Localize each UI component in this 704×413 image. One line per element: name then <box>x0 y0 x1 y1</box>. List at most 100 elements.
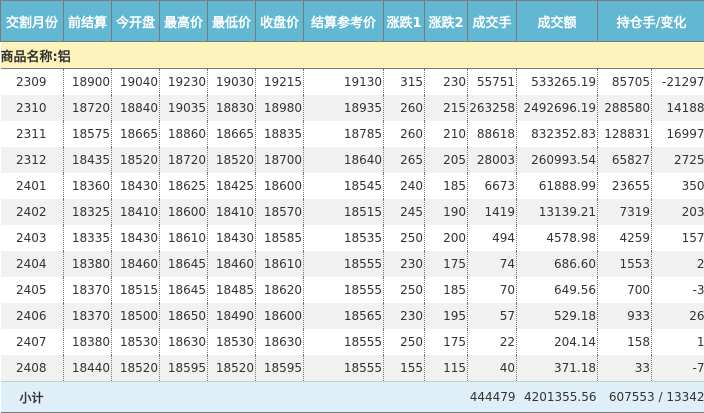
table-cell: 2309 <box>1 69 64 96</box>
table-cell: 260993.54 <box>517 147 598 173</box>
table-cell: 18640 <box>304 147 384 173</box>
table-cell: 18980 <box>256 95 304 121</box>
table-cell: 204.14 <box>517 329 598 355</box>
subtotal-volume: 444479 <box>468 382 517 413</box>
table-cell: 2408 <box>1 355 64 382</box>
table-cell: 19035 <box>160 95 208 121</box>
table-cell: 18630 <box>160 329 208 355</box>
table-cell: 61888.99 <box>517 173 598 199</box>
table-cell: 57 <box>468 303 517 329</box>
table-cell: 16997 <box>652 121 704 147</box>
table-cell: 22 <box>468 329 517 355</box>
column-header[interactable]: 涨跌1 <box>384 1 425 42</box>
column-header[interactable]: 结算参考价 <box>304 1 384 42</box>
column-header[interactable]: 前结算 <box>64 1 112 42</box>
table-cell: 6673 <box>468 173 517 199</box>
table-cell: 210 <box>425 121 468 147</box>
table-cell: 1419 <box>468 199 517 225</box>
table-cell: -7 <box>652 355 704 382</box>
table-cell: 18410 <box>208 199 256 225</box>
table-cell: 18430 <box>112 173 160 199</box>
table-cell: 19230 <box>160 69 208 96</box>
column-header[interactable]: 交割月份 <box>1 1 64 42</box>
column-header[interactable]: 收盘价 <box>256 1 304 42</box>
table-cell: 350 <box>652 173 704 199</box>
table-cell: 2492696.19 <box>517 95 598 121</box>
table-cell: 18360 <box>64 173 112 199</box>
table-cell: 18840 <box>112 95 160 121</box>
table-cell: 18720 <box>64 95 112 121</box>
table-cell: 18600 <box>160 199 208 225</box>
table-cell: 18500 <box>112 303 160 329</box>
product-row: 商品名称:铝 <box>1 42 704 69</box>
table-cell: 18555 <box>304 355 384 382</box>
table-cell: 18860 <box>160 121 208 147</box>
table-cell: 18530 <box>112 329 160 355</box>
column-header[interactable]: 今开盘 <box>112 1 160 42</box>
table-cell: 85705 <box>598 69 652 96</box>
table-cell: 74 <box>468 251 517 277</box>
table-cell: 18565 <box>304 303 384 329</box>
table-cell: 7319 <box>598 199 652 225</box>
table-cell: 33 <box>598 355 652 382</box>
table-cell: 250 <box>384 225 425 251</box>
table-cell: 200 <box>425 225 468 251</box>
column-header[interactable]: 成交额 <box>517 1 598 42</box>
table-cell: 288580 <box>598 95 652 121</box>
table-cell: 18370 <box>64 277 112 303</box>
table-cell: 18595 <box>256 355 304 382</box>
table-cell: 18370 <box>64 303 112 329</box>
table-cell: 2405 <box>1 277 64 303</box>
column-header[interactable]: 持仓手/变化 <box>598 1 704 42</box>
table-cell: 18430 <box>112 225 160 251</box>
table-cell: 686.60 <box>517 251 598 277</box>
table-cell: 175 <box>425 251 468 277</box>
column-header[interactable]: 最低价 <box>208 1 256 42</box>
table-cell: 2311 <box>1 121 64 147</box>
table-cell: 250 <box>384 329 425 355</box>
table-cell: 13139.21 <box>517 199 598 225</box>
table-cell: 19040 <box>112 69 160 96</box>
table-cell: 263258 <box>468 95 517 121</box>
column-header[interactable]: 最高价 <box>160 1 208 42</box>
table-cell: 115 <box>425 355 468 382</box>
column-header[interactable]: 涨跌2 <box>425 1 468 42</box>
table-cell: 265 <box>384 147 425 173</box>
table-cell: 70 <box>468 277 517 303</box>
table-cell: 205 <box>425 147 468 173</box>
table-cell: 2406 <box>1 303 64 329</box>
column-header[interactable]: 成交手 <box>468 1 517 42</box>
table-cell: 18650 <box>160 303 208 329</box>
table-cell: 832352.83 <box>517 121 598 147</box>
table-cell: 190 <box>425 199 468 225</box>
subtotal-open-interest: 607553 / 13342 <box>598 382 704 413</box>
table-cell: 2 <box>652 251 704 277</box>
table-cell: 88618 <box>468 121 517 147</box>
table-cell: 19215 <box>256 69 304 96</box>
table-cell: 55751 <box>468 69 517 96</box>
table-cell: 18460 <box>208 251 256 277</box>
table-cell: 18935 <box>304 95 384 121</box>
table-cell: 18645 <box>160 277 208 303</box>
table-cell: 18595 <box>160 355 208 382</box>
table-cell: 18665 <box>208 121 256 147</box>
table-cell: 18425 <box>208 173 256 199</box>
table-cell: 533265.19 <box>517 69 598 96</box>
table-cell: 18585 <box>256 225 304 251</box>
table-cell: 18380 <box>64 329 112 355</box>
table-cell: 315 <box>384 69 425 96</box>
